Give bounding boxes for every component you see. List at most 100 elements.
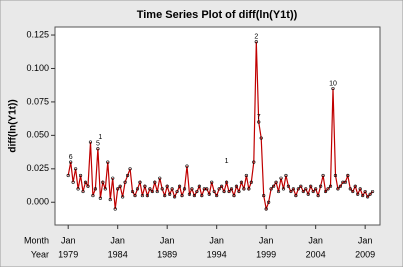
data-point	[86, 184, 90, 188]
data-point	[113, 207, 117, 211]
data-point	[281, 187, 286, 191]
data-point	[264, 207, 268, 211]
data-point	[108, 197, 112, 202]
data-point	[296, 187, 300, 191]
data-point	[326, 187, 330, 191]
data-point	[205, 187, 209, 191]
data-point	[185, 164, 189, 168]
data-point	[242, 187, 246, 191]
annotation: 1	[98, 134, 102, 141]
data-point	[215, 193, 219, 198]
data-point	[158, 176, 162, 180]
data-point	[150, 189, 154, 194]
data-point	[123, 180, 127, 184]
x-tick-month: Jan	[61, 235, 76, 245]
data-point	[125, 173, 130, 178]
data-point	[333, 173, 338, 178]
data-point	[145, 193, 149, 198]
data-point	[88, 140, 93, 144]
data-point	[143, 184, 147, 188]
data-point	[321, 173, 325, 178]
data-point	[301, 189, 305, 194]
data-point	[103, 187, 107, 191]
x-tick-label: 1979	[58, 249, 78, 259]
data-point	[348, 187, 352, 191]
data-point	[163, 193, 167, 198]
data-point	[239, 180, 244, 184]
data-point	[210, 180, 214, 184]
data-point	[96, 147, 100, 151]
data-point	[128, 167, 132, 171]
data-point	[106, 160, 110, 164]
data-point	[182, 187, 187, 191]
data-point	[155, 189, 159, 194]
data-point	[222, 189, 226, 194]
data-point	[175, 189, 179, 194]
x-tick-label: 1989	[157, 249, 177, 259]
data-point	[363, 189, 367, 194]
data-point	[247, 187, 251, 191]
y-tick-label: 0.100	[26, 63, 49, 73]
data-point	[237, 189, 241, 194]
data-point	[343, 180, 347, 184]
data-point	[244, 173, 248, 178]
data-point	[101, 180, 105, 184]
data-point	[306, 192, 310, 196]
data-point	[111, 176, 115, 180]
data-point	[227, 189, 231, 194]
x-tick-month: Jan	[259, 235, 274, 245]
data-point	[370, 189, 375, 194]
data-point	[254, 40, 258, 44]
data-point	[190, 187, 194, 191]
data-point	[346, 173, 350, 178]
data-point	[98, 196, 102, 200]
data-point	[165, 184, 169, 188]
chart-title: Time Series Plot of diff(ln(Y1t))	[137, 9, 298, 21]
data-point	[69, 160, 73, 164]
x-tick-month: Jan	[308, 235, 323, 245]
y-axis-label: diff(ln(Y1t))	[8, 99, 19, 152]
data-point	[212, 189, 216, 194]
data-point	[207, 192, 211, 196]
data-point	[74, 167, 78, 171]
data-point	[71, 180, 75, 184]
data-point	[83, 180, 88, 184]
data-point	[192, 193, 197, 198]
x-tick-label: 2004	[306, 249, 326, 259]
data-point	[66, 173, 70, 178]
data-point	[311, 189, 315, 194]
x-tick-label: 1999	[256, 249, 276, 259]
data-point	[262, 193, 266, 198]
data-point	[299, 184, 303, 188]
data-point	[284, 173, 288, 178]
annotation: 2	[254, 34, 258, 41]
annotation: 6	[69, 154, 73, 161]
annotation: 7	[257, 114, 261, 121]
data-point	[304, 187, 308, 191]
data-point	[353, 184, 357, 188]
data-point	[180, 193, 184, 198]
data-point	[200, 193, 204, 198]
annotation: 10	[329, 80, 337, 87]
data-point	[279, 176, 283, 180]
data-point	[294, 193, 298, 198]
data-point	[195, 189, 199, 194]
annotation: 1	[225, 158, 229, 165]
data-point	[135, 187, 140, 191]
x-tick-month: Jan	[160, 235, 175, 245]
data-point	[316, 193, 320, 198]
y-tick-label: 0.125	[26, 29, 49, 39]
data-point	[187, 192, 192, 196]
data-point	[220, 184, 224, 188]
y-tick-label: 0.075	[26, 96, 49, 106]
data-point	[331, 86, 335, 91]
x-row-label: Month	[24, 235, 49, 245]
data-point	[229, 187, 234, 191]
data-point	[121, 195, 125, 199]
x-tick-label: 1984	[108, 249, 128, 259]
data-point	[309, 184, 313, 188]
data-point	[140, 193, 145, 198]
x-tick-label: 1994	[207, 249, 227, 259]
data-point	[130, 189, 135, 194]
